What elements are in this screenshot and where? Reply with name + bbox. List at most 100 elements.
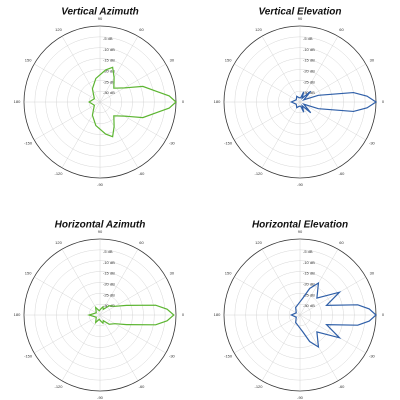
angle-label: -90 bbox=[97, 182, 104, 187]
grid-ring bbox=[288, 303, 312, 327]
spoke bbox=[299, 276, 366, 316]
grid-ring bbox=[45, 260, 155, 370]
angle-label: 90 bbox=[298, 16, 303, 21]
ring-label: -25 dB bbox=[103, 292, 115, 297]
angle-label: 0 bbox=[182, 99, 185, 104]
spoke bbox=[99, 276, 166, 316]
angle-label: -30 bbox=[369, 141, 376, 146]
spoke bbox=[234, 276, 301, 316]
angle-label: -60 bbox=[339, 171, 346, 176]
spoke bbox=[299, 314, 366, 354]
spoke bbox=[99, 36, 139, 103]
angle-label: 0 bbox=[382, 312, 385, 317]
grid-ring bbox=[45, 47, 155, 157]
ring-label: -20 dB bbox=[303, 281, 315, 286]
ring-label: -20 dB bbox=[303, 68, 315, 73]
angle-label: 90 bbox=[298, 229, 303, 234]
ring-label: -30 dB bbox=[103, 90, 115, 95]
angle-label: -120 bbox=[54, 171, 63, 176]
angle-label: 150 bbox=[225, 271, 232, 276]
ring-label: -25 dB bbox=[303, 79, 315, 84]
chart-title: Vertical Elevation bbox=[259, 7, 342, 18]
spoke bbox=[234, 314, 301, 354]
spoke bbox=[34, 314, 101, 354]
chart-title: Horizontal Azimuth bbox=[55, 220, 146, 231]
pattern-line bbox=[289, 281, 377, 349]
grid-ring bbox=[256, 271, 344, 359]
ring-label: -25 dB bbox=[103, 79, 115, 84]
spoke bbox=[261, 249, 301, 316]
grid-ring bbox=[67, 69, 133, 135]
spoke bbox=[34, 101, 101, 141]
angle-label: 0 bbox=[182, 312, 185, 317]
angle-label: -150 bbox=[224, 141, 233, 146]
grid-ring bbox=[278, 80, 322, 124]
ring-label: -5 dB bbox=[303, 249, 313, 254]
grid-ring bbox=[278, 293, 322, 337]
ring-label: -5 dB bbox=[103, 36, 113, 41]
ring-label: -15 dB bbox=[303, 58, 315, 63]
angle-label: 30 bbox=[170, 271, 175, 276]
spoke bbox=[261, 101, 301, 168]
ring-label: -15 dB bbox=[103, 58, 115, 63]
grid-ring bbox=[267, 69, 333, 135]
grid-ring bbox=[67, 282, 133, 348]
angle-label: 150 bbox=[225, 58, 232, 63]
spoke bbox=[61, 36, 101, 103]
grid-ring bbox=[56, 271, 144, 359]
angle-label: 120 bbox=[55, 27, 62, 32]
angle-label: 30 bbox=[370, 58, 375, 63]
grid-ring bbox=[34, 249, 166, 381]
spoke bbox=[99, 101, 166, 141]
angle-label: -30 bbox=[169, 354, 176, 359]
angle-label: 0 bbox=[382, 99, 385, 104]
ring-label: -5 dB bbox=[303, 36, 313, 41]
spoke bbox=[61, 249, 101, 316]
ring-label: -25 dB bbox=[303, 292, 315, 297]
spoke bbox=[34, 63, 101, 103]
ring-label: -10 dB bbox=[103, 260, 115, 265]
spoke bbox=[234, 101, 301, 141]
angle-label: 180 bbox=[214, 99, 221, 104]
grid-ring bbox=[267, 282, 333, 348]
angle-label: -150 bbox=[224, 354, 233, 359]
angle-label: 30 bbox=[170, 58, 175, 63]
angle-label: -150 bbox=[24, 141, 33, 146]
grid-ring bbox=[245, 260, 355, 370]
angle-label: -60 bbox=[139, 384, 146, 389]
chart-title: Horizontal Elevation bbox=[252, 220, 348, 231]
angle-label: 60 bbox=[139, 27, 144, 32]
angle-label: 120 bbox=[55, 240, 62, 245]
spoke bbox=[234, 63, 301, 103]
angle-label: -90 bbox=[297, 182, 304, 187]
spoke bbox=[299, 101, 339, 168]
angle-label: -60 bbox=[139, 171, 146, 176]
grid-ring bbox=[234, 249, 366, 381]
ring-label: -20 dB bbox=[103, 281, 115, 286]
angle-label: 180 bbox=[14, 99, 21, 104]
angle-label: 60 bbox=[339, 240, 344, 245]
angle-label: 150 bbox=[25, 271, 32, 276]
pattern-line bbox=[87, 304, 175, 326]
angle-label: -30 bbox=[169, 141, 176, 146]
ring-label: -5 dB bbox=[103, 249, 113, 254]
spoke bbox=[99, 63, 166, 103]
grid-ring bbox=[78, 293, 122, 337]
grid-ring bbox=[245, 47, 355, 157]
ring-label: -30 dB bbox=[303, 303, 315, 308]
angle-label: 120 bbox=[255, 27, 262, 32]
spoke bbox=[299, 36, 339, 103]
grid-ring bbox=[256, 58, 344, 146]
pattern-line bbox=[289, 90, 378, 114]
spoke bbox=[61, 314, 101, 381]
spoke bbox=[299, 101, 366, 141]
grid-ring bbox=[56, 58, 144, 146]
spoke bbox=[61, 101, 101, 168]
ring-label: -10 dB bbox=[303, 260, 315, 265]
angle-label: 120 bbox=[255, 240, 262, 245]
angle-label: 60 bbox=[339, 27, 344, 32]
angle-label: 150 bbox=[25, 58, 32, 63]
grid-ring bbox=[78, 80, 122, 124]
angle-label: 30 bbox=[370, 271, 375, 276]
